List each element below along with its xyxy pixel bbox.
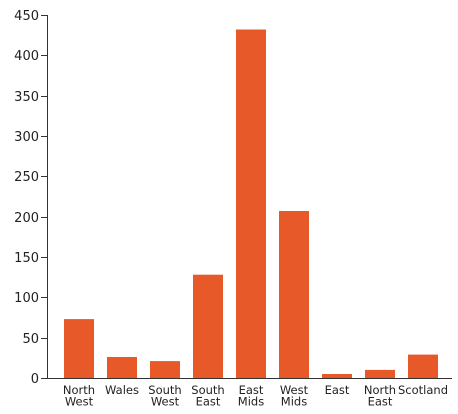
y-tick-label: 0 [31, 372, 39, 387]
bar [322, 374, 352, 378]
y-tick-label: 50 [22, 332, 39, 347]
bar [193, 274, 223, 378]
x-tick-label: West Mids [280, 383, 309, 409]
x-tick-label: South West [148, 383, 181, 409]
bar [236, 29, 266, 378]
y-tick-label: 450 [14, 9, 39, 24]
y-tick-label: 150 [14, 251, 39, 266]
y-tick-label: 100 [14, 291, 39, 306]
x-axis: North West Wales South West South East East Mids… [47, 378, 452, 409]
x-tick-label: Wales [105, 383, 139, 397]
x-tick-label: Scotland [398, 383, 448, 397]
y-axis: 0 50 100 150 200 250 300 350 400 450 [14, 9, 48, 387]
bars [64, 29, 438, 378]
bar [107, 357, 137, 378]
bar [64, 319, 94, 378]
x-tick-label: North West [63, 383, 95, 409]
x-tick-label: North East [364, 383, 396, 409]
y-tick-label: 250 [14, 170, 39, 185]
y-tick-label: 200 [14, 211, 39, 226]
x-tick-label: East [325, 383, 350, 397]
bar [408, 354, 438, 378]
y-tick-label: 400 [14, 49, 39, 64]
bar [279, 211, 309, 378]
bar [150, 361, 180, 378]
y-tick-label: 300 [14, 130, 39, 145]
bar [365, 369, 395, 378]
x-tick-label: South East [191, 383, 224, 409]
y-tick-label: 350 [14, 90, 39, 105]
x-tick-label: East Mids [238, 383, 264, 409]
